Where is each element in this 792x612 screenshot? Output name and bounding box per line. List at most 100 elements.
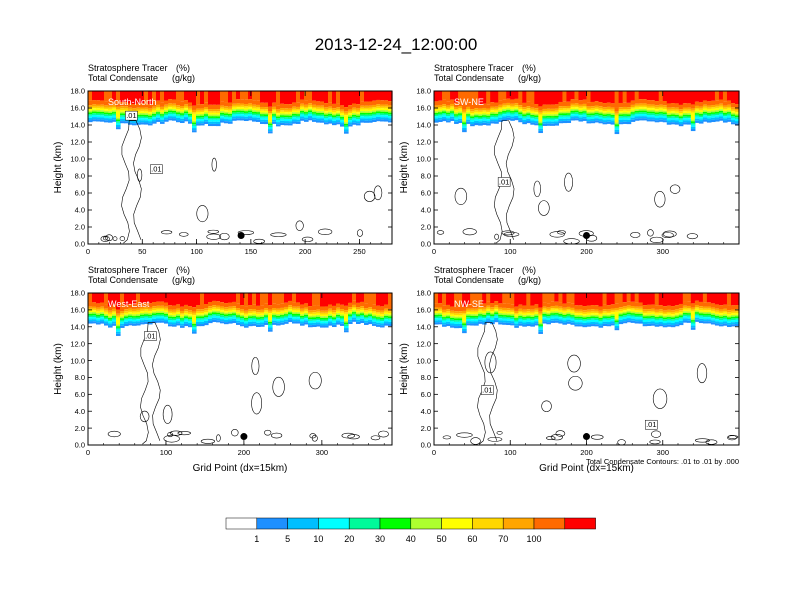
tracer-cell — [598, 119, 604, 122]
tracer-cell — [574, 113, 580, 117]
tracer-cell — [104, 304, 109, 309]
tracer-cell — [626, 119, 632, 122]
tracer-cell — [502, 91, 507, 100]
tracer-cell — [610, 109, 616, 112]
tracer-cell — [204, 323, 209, 326]
tracer-cell — [256, 112, 261, 114]
tracer-cell — [666, 120, 672, 123]
tracer-cell — [682, 312, 688, 315]
tracer-cell — [726, 313, 732, 316]
tracer-cell — [136, 109, 141, 112]
tracer-cell — [132, 311, 137, 313]
tracer-cell — [284, 314, 289, 316]
tracer-cell — [300, 304, 305, 309]
tracer-cell — [662, 101, 668, 106]
tracer-cell — [494, 309, 499, 311]
tracer-cell — [156, 104, 161, 108]
tracer-cell — [558, 312, 564, 314]
tracer-cell — [678, 116, 684, 119]
tracer-cell — [534, 314, 539, 316]
tracer-cell — [702, 312, 708, 314]
tracer-cell — [458, 311, 463, 314]
tracer-cell — [682, 118, 688, 121]
tracer-cell — [212, 317, 217, 320]
tracer-cell — [710, 320, 716, 323]
tracer-cell — [136, 308, 141, 311]
tracer-cell — [352, 107, 357, 110]
tracer-cell — [160, 320, 165, 323]
tracer-cell — [562, 313, 568, 315]
tracer-cell — [530, 114, 535, 117]
tracer-cell — [722, 304, 728, 309]
tracer-cell — [160, 311, 165, 314]
tracer-cell — [296, 109, 301, 111]
tracer-cell — [626, 315, 632, 319]
tracer-cell — [148, 311, 153, 314]
tracer-cell — [558, 315, 564, 318]
tracer-cell — [698, 106, 704, 109]
tracer-cell — [458, 306, 463, 312]
tracer-cell — [730, 122, 736, 125]
tracer-cell — [686, 111, 692, 114]
tracer-cell — [204, 310, 209, 313]
tracer-cell — [730, 311, 736, 314]
contour-loop — [538, 200, 550, 216]
tracer-cell — [264, 102, 269, 108]
tracer-cell — [646, 312, 652, 315]
tracer-cell — [698, 306, 704, 309]
tracer-cell — [368, 309, 373, 312]
tracer-cell — [562, 116, 568, 119]
tracer-cell — [276, 118, 281, 120]
tracer-cell — [108, 112, 113, 115]
tracer-cell — [304, 119, 309, 122]
tracer-cell — [558, 115, 564, 117]
tracer-cell — [88, 310, 93, 313]
tracer-cell — [494, 301, 499, 306]
tracer-cell — [180, 108, 185, 110]
y-tick-label: 12.0 — [70, 339, 85, 348]
tracer-cell — [702, 317, 708, 320]
tracer-cell — [562, 108, 568, 110]
tracer-cell — [244, 310, 249, 313]
tracer-cell — [316, 101, 321, 106]
contour-column — [477, 322, 498, 445]
tracer-cell — [706, 112, 712, 115]
tracer-cell — [344, 131, 349, 134]
tracer-cell — [662, 107, 668, 110]
tracer-cell — [730, 116, 736, 118]
tracer-cell — [244, 321, 249, 324]
tracer-cell — [626, 310, 632, 313]
tracer-cell — [164, 113, 169, 116]
tracer-cell — [336, 111, 341, 113]
tracer-cell — [482, 103, 487, 108]
tracer-cell — [304, 112, 309, 114]
tracer-cell — [380, 312, 385, 315]
tracer-cell — [598, 115, 604, 117]
tracer-cell — [622, 311, 628, 314]
tracer-cell — [638, 306, 644, 309]
tracer-cell — [686, 314, 692, 317]
tracer-cell — [522, 322, 527, 325]
tracer-cell — [272, 121, 277, 124]
tracer-cell — [494, 102, 499, 107]
tracer-cell — [116, 122, 121, 125]
tracer-cell — [522, 320, 527, 323]
tracer-cell — [714, 308, 720, 311]
tracer-cell — [180, 313, 185, 315]
tracer-cell — [734, 321, 740, 325]
tracer-cell — [574, 105, 580, 108]
tracer-cell — [658, 314, 664, 317]
tracer-cell — [434, 107, 439, 110]
tracer-cell — [714, 110, 720, 112]
tracer-cell — [176, 304, 181, 309]
tracer-cell — [654, 293, 660, 306]
tracer-cell — [232, 306, 237, 309]
tracer-cell — [124, 316, 129, 319]
tracer-cell — [252, 293, 257, 305]
tracer-cell — [284, 123, 289, 126]
tracer-cell — [602, 117, 608, 121]
tracer-cell — [690, 327, 696, 330]
tracer-cell — [470, 321, 475, 324]
tracer-cell — [686, 318, 692, 321]
tracer-cell — [148, 307, 153, 310]
